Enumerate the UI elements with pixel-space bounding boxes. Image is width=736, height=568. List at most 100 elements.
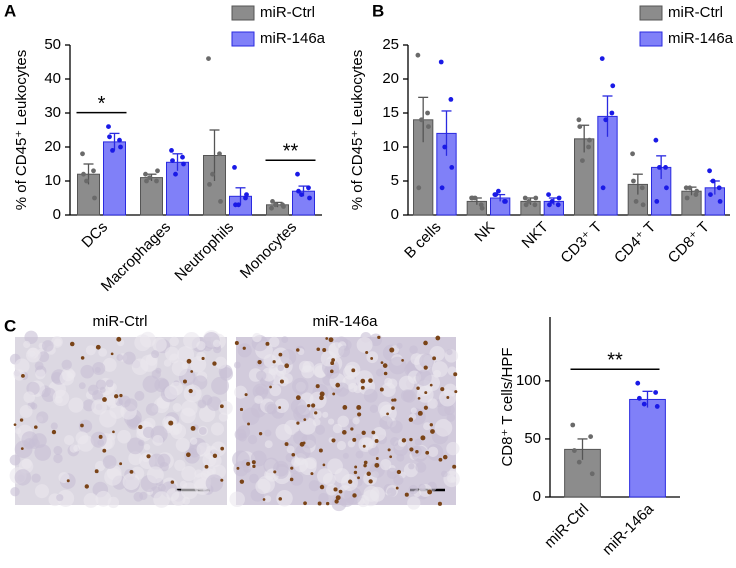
stained-cell [389, 347, 395, 353]
texture [24, 330, 38, 344]
texture [205, 474, 224, 492]
texture [403, 462, 419, 478]
texture [377, 401, 393, 417]
data-point [683, 185, 689, 191]
stained-cell [239, 479, 245, 484]
texture [53, 445, 63, 455]
stained-cell [395, 486, 399, 490]
texture [14, 469, 32, 486]
data-point [532, 202, 538, 208]
texture [233, 361, 241, 369]
texture [280, 349, 297, 366]
data-point [415, 52, 421, 58]
stained-cell [377, 335, 381, 340]
data-point [533, 195, 539, 201]
texture [23, 340, 31, 349]
data-point [144, 178, 149, 184]
stained-cell [296, 348, 300, 352]
stained-cell [314, 411, 318, 415]
data-point [449, 165, 455, 170]
stained-cell [420, 435, 426, 441]
significance-label: ** [283, 140, 299, 162]
texture [418, 483, 426, 491]
data-point [181, 161, 186, 167]
stained-cell [212, 361, 217, 366]
stained-cell [112, 430, 115, 434]
texture [327, 418, 335, 425]
texture [347, 439, 356, 448]
stained-cell [66, 479, 70, 483]
texture [134, 390, 145, 401]
stained-cell [236, 466, 240, 470]
stained-cell [371, 430, 376, 435]
stained-cell [366, 471, 371, 476]
texture [152, 337, 167, 352]
texture [23, 391, 36, 404]
texture [264, 401, 277, 414]
data-point [207, 182, 212, 187]
texture [190, 437, 198, 445]
texture [389, 420, 403, 434]
texture [77, 435, 94, 452]
significance-label: * [98, 93, 106, 115]
stained-cell [146, 454, 151, 459]
stained-cell [242, 346, 246, 350]
y-tick-label: 20 [382, 70, 399, 87]
stained-cell [430, 429, 435, 434]
texture [450, 476, 457, 483]
stained-cell [401, 359, 404, 362]
texture [57, 489, 75, 507]
data-point [576, 117, 582, 123]
data-point [218, 199, 223, 204]
texture [336, 440, 347, 451]
bar [629, 398, 666, 498]
data-point [295, 171, 300, 177]
data-point [586, 144, 591, 150]
texture [363, 388, 378, 403]
stained-cell [170, 480, 175, 484]
texture [427, 398, 438, 409]
stained-cell [432, 356, 437, 361]
stained-cell [289, 477, 294, 482]
image-label: miR-146a [312, 313, 378, 330]
texture [131, 358, 149, 376]
stained-cell [387, 448, 391, 452]
texture [134, 334, 152, 352]
texture [73, 444, 81, 452]
stained-cell [284, 363, 290, 369]
stained-cell [440, 387, 445, 392]
stained-cell [423, 405, 428, 410]
texture [177, 346, 195, 364]
data-point [92, 195, 97, 201]
texture [196, 442, 211, 457]
texture [263, 354, 277, 368]
texture [30, 402, 38, 410]
texture [183, 384, 202, 403]
data-point [664, 185, 669, 191]
texture [13, 369, 26, 381]
texture [281, 336, 289, 344]
stained-cell [272, 360, 276, 364]
stained-cell [265, 341, 270, 346]
data-point [84, 178, 89, 184]
stained-cell [278, 352, 283, 357]
stained-cell [427, 489, 433, 495]
x-tick-label: miR-Ctrl [541, 501, 592, 552]
data-point [547, 202, 552, 208]
texture [53, 338, 62, 347]
stained-cell [299, 441, 305, 447]
texture [249, 473, 259, 484]
texture [423, 422, 431, 431]
texture [361, 437, 374, 451]
texture [214, 356, 227, 369]
stained-cell [291, 452, 296, 457]
data-point [708, 192, 713, 198]
stained-cell [239, 407, 244, 412]
data-point [91, 168, 96, 174]
stained-cell [342, 405, 348, 410]
stained-cell [379, 387, 384, 392]
data-point [577, 124, 583, 129]
texture [15, 428, 22, 435]
stained-cell [119, 462, 123, 466]
stained-cell [375, 457, 379, 460]
